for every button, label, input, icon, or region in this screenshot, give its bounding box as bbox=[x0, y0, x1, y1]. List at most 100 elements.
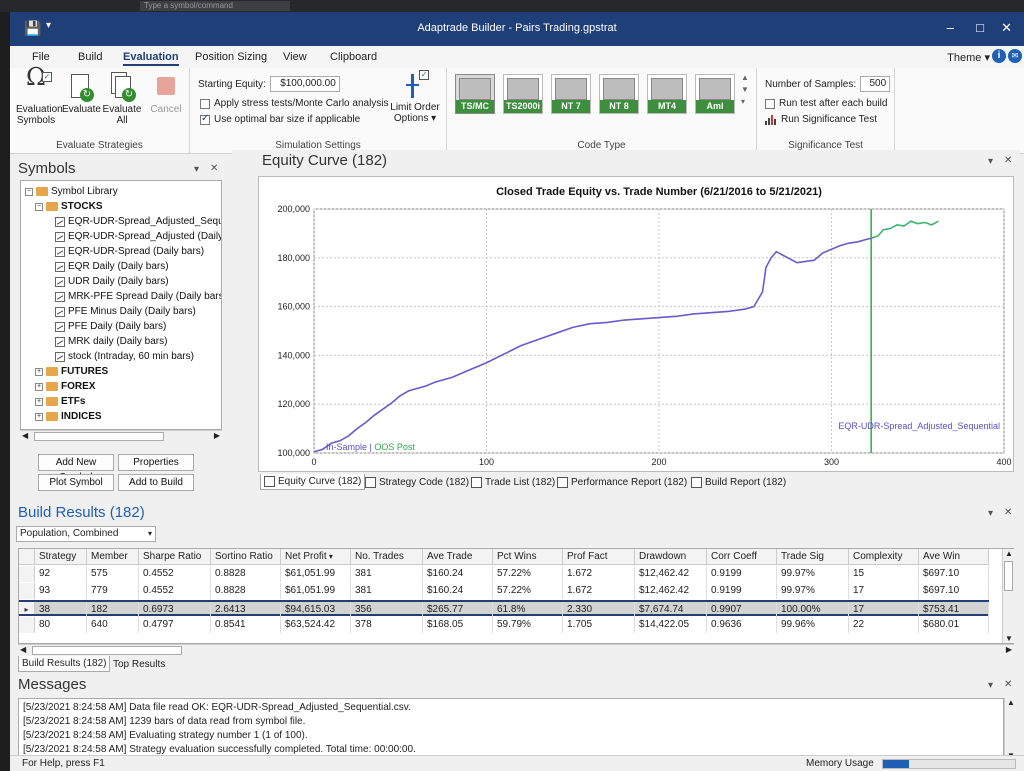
help-icon[interactable]: i bbox=[992, 49, 1006, 63]
code-type-mt4-button[interactable]: MT4 bbox=[647, 74, 687, 114]
code-type-tsmc-button[interactable]: TS/MC bbox=[455, 74, 495, 114]
tree-node-futures[interactable]: + FUTURES bbox=[35, 366, 108, 377]
column-header[interactable]: Strategy bbox=[35, 549, 87, 565]
row-selector[interactable] bbox=[19, 549, 35, 564]
expand-icon[interactable]: + bbox=[35, 382, 43, 391]
grid-hscrollbar[interactable]: ◀ ▶ bbox=[18, 644, 1014, 656]
run-significance-button[interactable]: Run Significance Test bbox=[765, 114, 877, 125]
column-header[interactable]: Prof Fact bbox=[563, 549, 635, 565]
tree-item-symbol[interactable]: UDR Daily (Daily bars) bbox=[55, 276, 169, 287]
column-header[interactable]: Sharpe Ratio bbox=[139, 549, 211, 565]
tree-node-etfs[interactable]: + ETFs bbox=[35, 396, 85, 407]
column-header[interactable]: Ave Win bbox=[919, 549, 989, 565]
evaluate-button[interactable]: ↻ Evaluate bbox=[62, 72, 101, 115]
population-select[interactable]: Population, Combined ▾ bbox=[16, 526, 156, 542]
row-selector[interactable] bbox=[19, 566, 35, 582]
row-selector[interactable]: ▸ bbox=[19, 602, 35, 614]
expand-icon[interactable]: + bbox=[35, 367, 43, 376]
column-header[interactable]: No. Trades bbox=[351, 549, 423, 565]
tab-evaluation[interactable]: Evaluation bbox=[123, 51, 179, 66]
code-type-aml-button[interactable]: Aml bbox=[695, 74, 735, 114]
tab-view[interactable]: View bbox=[283, 51, 307, 63]
tree-item-symbol[interactable]: EQR Daily (Daily bars) bbox=[55, 261, 169, 272]
table-row[interactable]: ▸ 38 182 0.6973 2.6413 $94,615.03 356 $265.77 61… bbox=[19, 600, 989, 618]
close-icon[interactable]: ✕ bbox=[1001, 20, 1012, 35]
cancel-button[interactable]: Cancel bbox=[148, 72, 184, 115]
outer-search-input[interactable]: Type a symbol/command bbox=[140, 1, 290, 11]
tree-item-symbol[interactable]: PFE Daily (Daily bars) bbox=[55, 321, 166, 332]
column-header[interactable]: Member bbox=[87, 549, 139, 565]
collapse-icon[interactable]: − bbox=[35, 202, 43, 211]
tree-node-forex[interactable]: + FOREX bbox=[35, 381, 95, 392]
tree-item-symbol[interactable]: EQR-UDR-Spread_Adjusted_Sequential (Dail… bbox=[55, 216, 221, 227]
tab-top-results[interactable]: Top Results bbox=[113, 658, 166, 670]
equity-pane-menu-icon[interactable]: ▾ bbox=[988, 156, 994, 167]
column-header[interactable]: Net Profit ▾ bbox=[281, 549, 351, 565]
scroll-left-icon[interactable]: ◀ bbox=[20, 645, 27, 654]
tab-file[interactable]: File bbox=[32, 51, 50, 63]
scroll-up-icon[interactable]: ▲ bbox=[1007, 698, 1015, 707]
tree-item-symbol[interactable]: PFE Minus Daily (Daily bars) bbox=[55, 306, 196, 317]
limit-order-options-button[interactable]: ✓ Limit Order Options ▾ bbox=[390, 70, 440, 124]
build-pane-close-icon[interactable]: ✕ bbox=[1004, 507, 1013, 518]
tree-item-symbol[interactable]: EQR-UDR-Spread_Adjusted (Daily bars) bbox=[55, 231, 221, 242]
quick-access-dropdown-icon[interactable]: ▾ bbox=[46, 20, 52, 31]
plot-symbol-button[interactable]: Plot Symbol bbox=[38, 474, 114, 491]
add-to-build-button[interactable]: Add to Build bbox=[118, 474, 194, 491]
row-selector[interactable] bbox=[19, 617, 35, 633]
table-row[interactable]: 93 779 0.4552 0.8828 $61,051.99 381 $160.24 57.… bbox=[19, 583, 989, 599]
stress-test-checkbox[interactable] bbox=[200, 98, 210, 109]
code-type-nt8-button[interactable]: NT 8 bbox=[599, 74, 639, 114]
column-header[interactable]: Complexity bbox=[849, 549, 919, 565]
expand-icon[interactable]: + bbox=[35, 412, 43, 421]
scroll-right-icon[interactable]: ▶ bbox=[1005, 645, 1012, 654]
table-row[interactable]: 80 640 0.4797 0.8541 $63,524.42 378 $168.05 59.… bbox=[19, 617, 989, 633]
scroll-up-icon[interactable]: ▲ bbox=[1005, 549, 1013, 558]
tab-build-report[interactable]: Build Report (182) bbox=[688, 474, 789, 490]
column-header[interactable]: Trade Sig bbox=[777, 549, 849, 565]
tab-equity-curve[interactable]: Equity Curve (182) bbox=[260, 474, 366, 490]
symbol-tree-hscrollbar[interactable]: ◀ ▶ bbox=[20, 430, 222, 442]
scroll-right-icon[interactable]: ▶ bbox=[213, 431, 220, 440]
tree-item-symbol[interactable]: MRK daily (Daily bars) bbox=[55, 336, 167, 347]
tree-node-library[interactable]: − Symbol Library bbox=[25, 186, 118, 197]
run-after-checkbox[interactable] bbox=[765, 98, 775, 109]
scroll-thumb[interactable] bbox=[1004, 561, 1013, 591]
column-header[interactable]: Corr Coeff bbox=[707, 549, 777, 565]
column-header[interactable]: Sortino Ratio bbox=[211, 549, 281, 565]
messages-vscrollbar[interactable]: ▲ ▼ bbox=[1004, 698, 1016, 760]
starting-equity-input[interactable]: $100,000.00 bbox=[269, 76, 340, 92]
tab-position-sizing[interactable]: Position Sizing bbox=[195, 51, 268, 63]
build-pane-menu-icon[interactable]: ▾ bbox=[988, 508, 994, 519]
tab-strategy-code[interactable]: Strategy Code (182) bbox=[362, 474, 472, 490]
tab-build[interactable]: Build bbox=[78, 51, 103, 63]
tree-node-stocks[interactable]: − STOCKS bbox=[35, 201, 103, 212]
samples-input[interactable]: 500 bbox=[860, 76, 891, 92]
table-row[interactable]: 92 575 0.4552 0.8828 $61,051.99 381 $160.24 57.… bbox=[19, 566, 989, 582]
symbols-pane-menu-icon[interactable]: ▾ bbox=[194, 164, 200, 175]
tree-item-symbol[interactable]: EQR-UDR-Spread (Daily bars) bbox=[55, 246, 204, 257]
minimize-icon[interactable]: – bbox=[946, 20, 954, 35]
column-header[interactable]: Pct Wins bbox=[493, 549, 563, 565]
add-new-symbol-button[interactable]: Add New Symbol bbox=[38, 454, 114, 483]
tab-clipboard[interactable]: Clipboard bbox=[330, 51, 378, 63]
evaluate-all-button[interactable]: ↻ Evaluate All bbox=[102, 72, 142, 126]
tab-performance-report[interactable]: Performance Report (182) bbox=[554, 474, 690, 490]
scroll-thumb[interactable] bbox=[34, 432, 164, 441]
evaluation-symbols-button[interactable]: Ω ✓ Evaluation Symbols bbox=[16, 65, 63, 126]
expand-icon[interactable]: + bbox=[35, 397, 43, 406]
messages-pane-menu-icon[interactable]: ▾ bbox=[988, 680, 994, 691]
scroll-down-icon[interactable]: ▼ bbox=[1005, 634, 1013, 643]
tree-node-indices[interactable]: + INDICES bbox=[35, 411, 102, 422]
grid-vscrollbar[interactable]: ▲ ▼ bbox=[1002, 549, 1014, 643]
code-type-scroll[interactable]: ▲ ▼ ▾ bbox=[741, 73, 749, 106]
tab-build-results[interactable]: Build Results (182) bbox=[18, 656, 111, 672]
optimal-bar-checkbox[interactable] bbox=[200, 113, 210, 125]
row-selector[interactable] bbox=[19, 583, 35, 599]
save-icon[interactable]: 💾 bbox=[24, 20, 42, 36]
tree-item-symbol[interactable]: stock (Intraday, 60 min bars) bbox=[55, 351, 194, 362]
tab-trade-list[interactable]: Trade List (182) bbox=[468, 474, 558, 490]
collapse-icon[interactable]: − bbox=[25, 187, 33, 196]
properties-button[interactable]: Properties bbox=[118, 454, 194, 471]
messages-pane-close-icon[interactable]: ✕ bbox=[1004, 679, 1013, 690]
